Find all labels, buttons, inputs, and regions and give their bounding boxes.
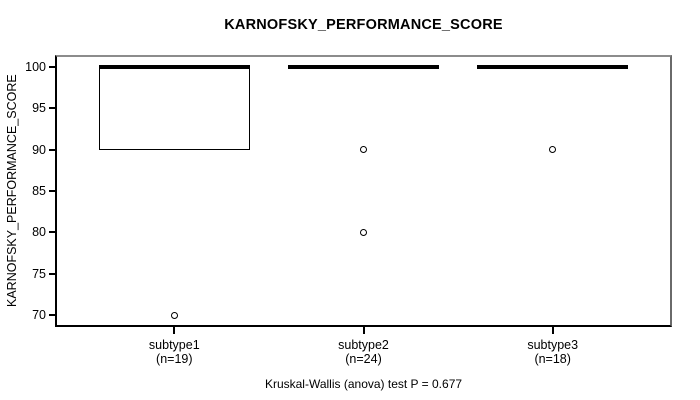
x-group-label-subtype2: subtype2 (n=24) bbox=[294, 338, 434, 366]
x-tick-sublabel: (n=18) bbox=[534, 352, 571, 366]
x-tick-sublabel: (n=24) bbox=[345, 352, 382, 366]
stat-test-note: Kruskal-Wallis (anova) test P = 0.677 bbox=[264, 377, 463, 391]
y-axis-label: KARNOFSKY_PERFORMANCE_SCORE bbox=[5, 74, 19, 308]
x-tick-label: subtype3 bbox=[527, 338, 579, 352]
outlier-point-subtype2 bbox=[360, 228, 367, 236]
median-line-subtype1 bbox=[98, 64, 250, 69]
outlier-point-subtype3 bbox=[549, 146, 557, 154]
median-line-subtype3 bbox=[477, 64, 629, 69]
x-tick-label: subtype2 bbox=[338, 338, 389, 352]
outlier-point-subtype2 bbox=[360, 146, 367, 154]
x-group-label-subtype3: subtype3 (n=18) bbox=[483, 338, 623, 366]
outlier-point-subtype1 bbox=[170, 311, 178, 319]
median-line-subtype2 bbox=[287, 64, 440, 69]
x-tick-mark bbox=[362, 327, 365, 334]
box-subtype1 bbox=[98, 66, 250, 150]
plot-area bbox=[55, 55, 672, 327]
x-tick-sublabel: (n=19) bbox=[156, 352, 193, 366]
x-tick-label: subtype1 bbox=[148, 338, 200, 352]
x-group-label-subtype1: subtype1 (n=19) bbox=[104, 338, 244, 366]
x-tick-mark bbox=[551, 327, 554, 334]
chart-title: KARNOFSKY_PERFORMANCE_SCORE bbox=[224, 17, 503, 33]
x-tick-mark bbox=[173, 327, 176, 334]
